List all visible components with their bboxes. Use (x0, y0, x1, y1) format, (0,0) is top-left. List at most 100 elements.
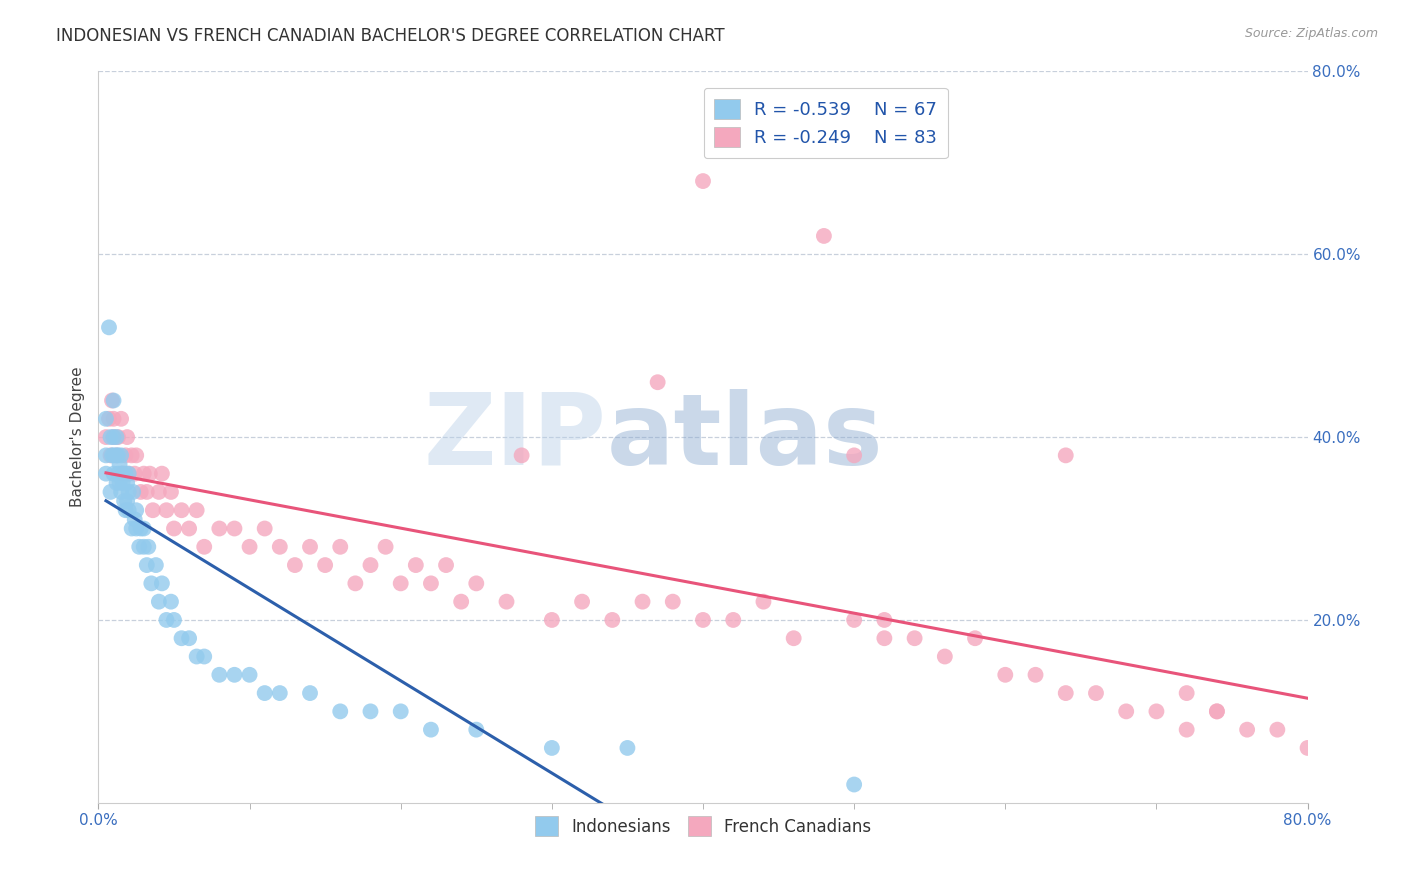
Point (112, 494, 135, 508)
Point (1115, 705, 1137, 719)
Point (124, 467, 146, 481)
Point (1175, 723, 1198, 737)
Point (148, 485, 170, 500)
Point (344, 576, 367, 591)
Point (329, 540, 352, 554)
Point (253, 521, 276, 535)
Point (450, 594, 472, 608)
Point (616, 740, 638, 755)
Point (142, 503, 165, 517)
Point (110, 412, 132, 426)
Point (540, 613, 562, 627)
Point (100, 430, 122, 444)
Point (752, 594, 775, 608)
Point (647, 375, 669, 389)
Point (132, 467, 155, 481)
Point (873, 613, 896, 627)
Point (1267, 723, 1289, 737)
Point (420, 723, 443, 737)
Point (139, 467, 162, 481)
Point (420, 576, 443, 591)
Point (115, 494, 138, 508)
Point (114, 503, 136, 517)
Point (111, 475, 134, 490)
Point (160, 594, 183, 608)
Point (299, 686, 322, 700)
Point (540, 740, 562, 755)
Point (132, 540, 155, 554)
Point (510, 448, 533, 462)
Point (269, 540, 291, 554)
Point (125, 448, 148, 462)
Point (124, 512, 146, 526)
Point (813, 229, 835, 244)
Point (111, 467, 134, 481)
Point (129, 485, 152, 500)
Point (105, 475, 128, 490)
Point (405, 558, 427, 573)
Point (103, 393, 125, 408)
Point (103, 412, 125, 426)
Point (1206, 705, 1229, 719)
Point (239, 540, 262, 554)
Point (101, 448, 124, 462)
Point (108, 458, 131, 472)
Point (103, 430, 125, 444)
Point (110, 485, 132, 500)
Point (224, 521, 246, 535)
Point (602, 613, 624, 627)
Point (125, 503, 148, 517)
Point (1175, 686, 1198, 700)
Point (170, 632, 193, 646)
Point (1144, 705, 1167, 719)
Point (105, 430, 128, 444)
Point (125, 521, 148, 535)
Point (193, 649, 215, 664)
Point (118, 485, 141, 500)
Point (208, 521, 231, 535)
Point (118, 503, 141, 517)
Point (661, 594, 683, 608)
Point (128, 540, 150, 554)
Point (253, 686, 276, 700)
Point (107, 430, 129, 444)
Point (121, 521, 143, 535)
Point (844, 778, 866, 792)
Point (495, 594, 517, 608)
Point (965, 632, 987, 646)
Text: ZIP: ZIP (423, 389, 606, 485)
Point (135, 558, 157, 573)
Point (160, 485, 183, 500)
Point (115, 430, 138, 444)
Point (145, 558, 167, 573)
Point (108, 475, 131, 490)
Point (129, 521, 152, 535)
Point (692, 613, 714, 627)
Point (389, 576, 412, 591)
Point (94, 430, 117, 444)
Point (179, 521, 201, 535)
Point (434, 558, 457, 573)
Point (115, 475, 138, 490)
Point (103, 448, 125, 462)
Point (114, 467, 136, 481)
Point (110, 448, 132, 462)
Point (329, 705, 352, 719)
Point (571, 594, 593, 608)
Point (107, 448, 129, 462)
Point (208, 667, 231, 681)
Point (148, 594, 170, 608)
Point (150, 576, 173, 591)
Point (94, 467, 117, 481)
Point (107, 467, 129, 481)
Point (844, 613, 866, 627)
Point (193, 540, 215, 554)
Point (1236, 723, 1258, 737)
Point (631, 594, 654, 608)
Point (239, 667, 262, 681)
Point (103, 430, 125, 444)
Text: atlas: atlas (606, 389, 883, 485)
Point (1054, 448, 1077, 462)
Point (114, 448, 136, 462)
Point (360, 558, 382, 573)
